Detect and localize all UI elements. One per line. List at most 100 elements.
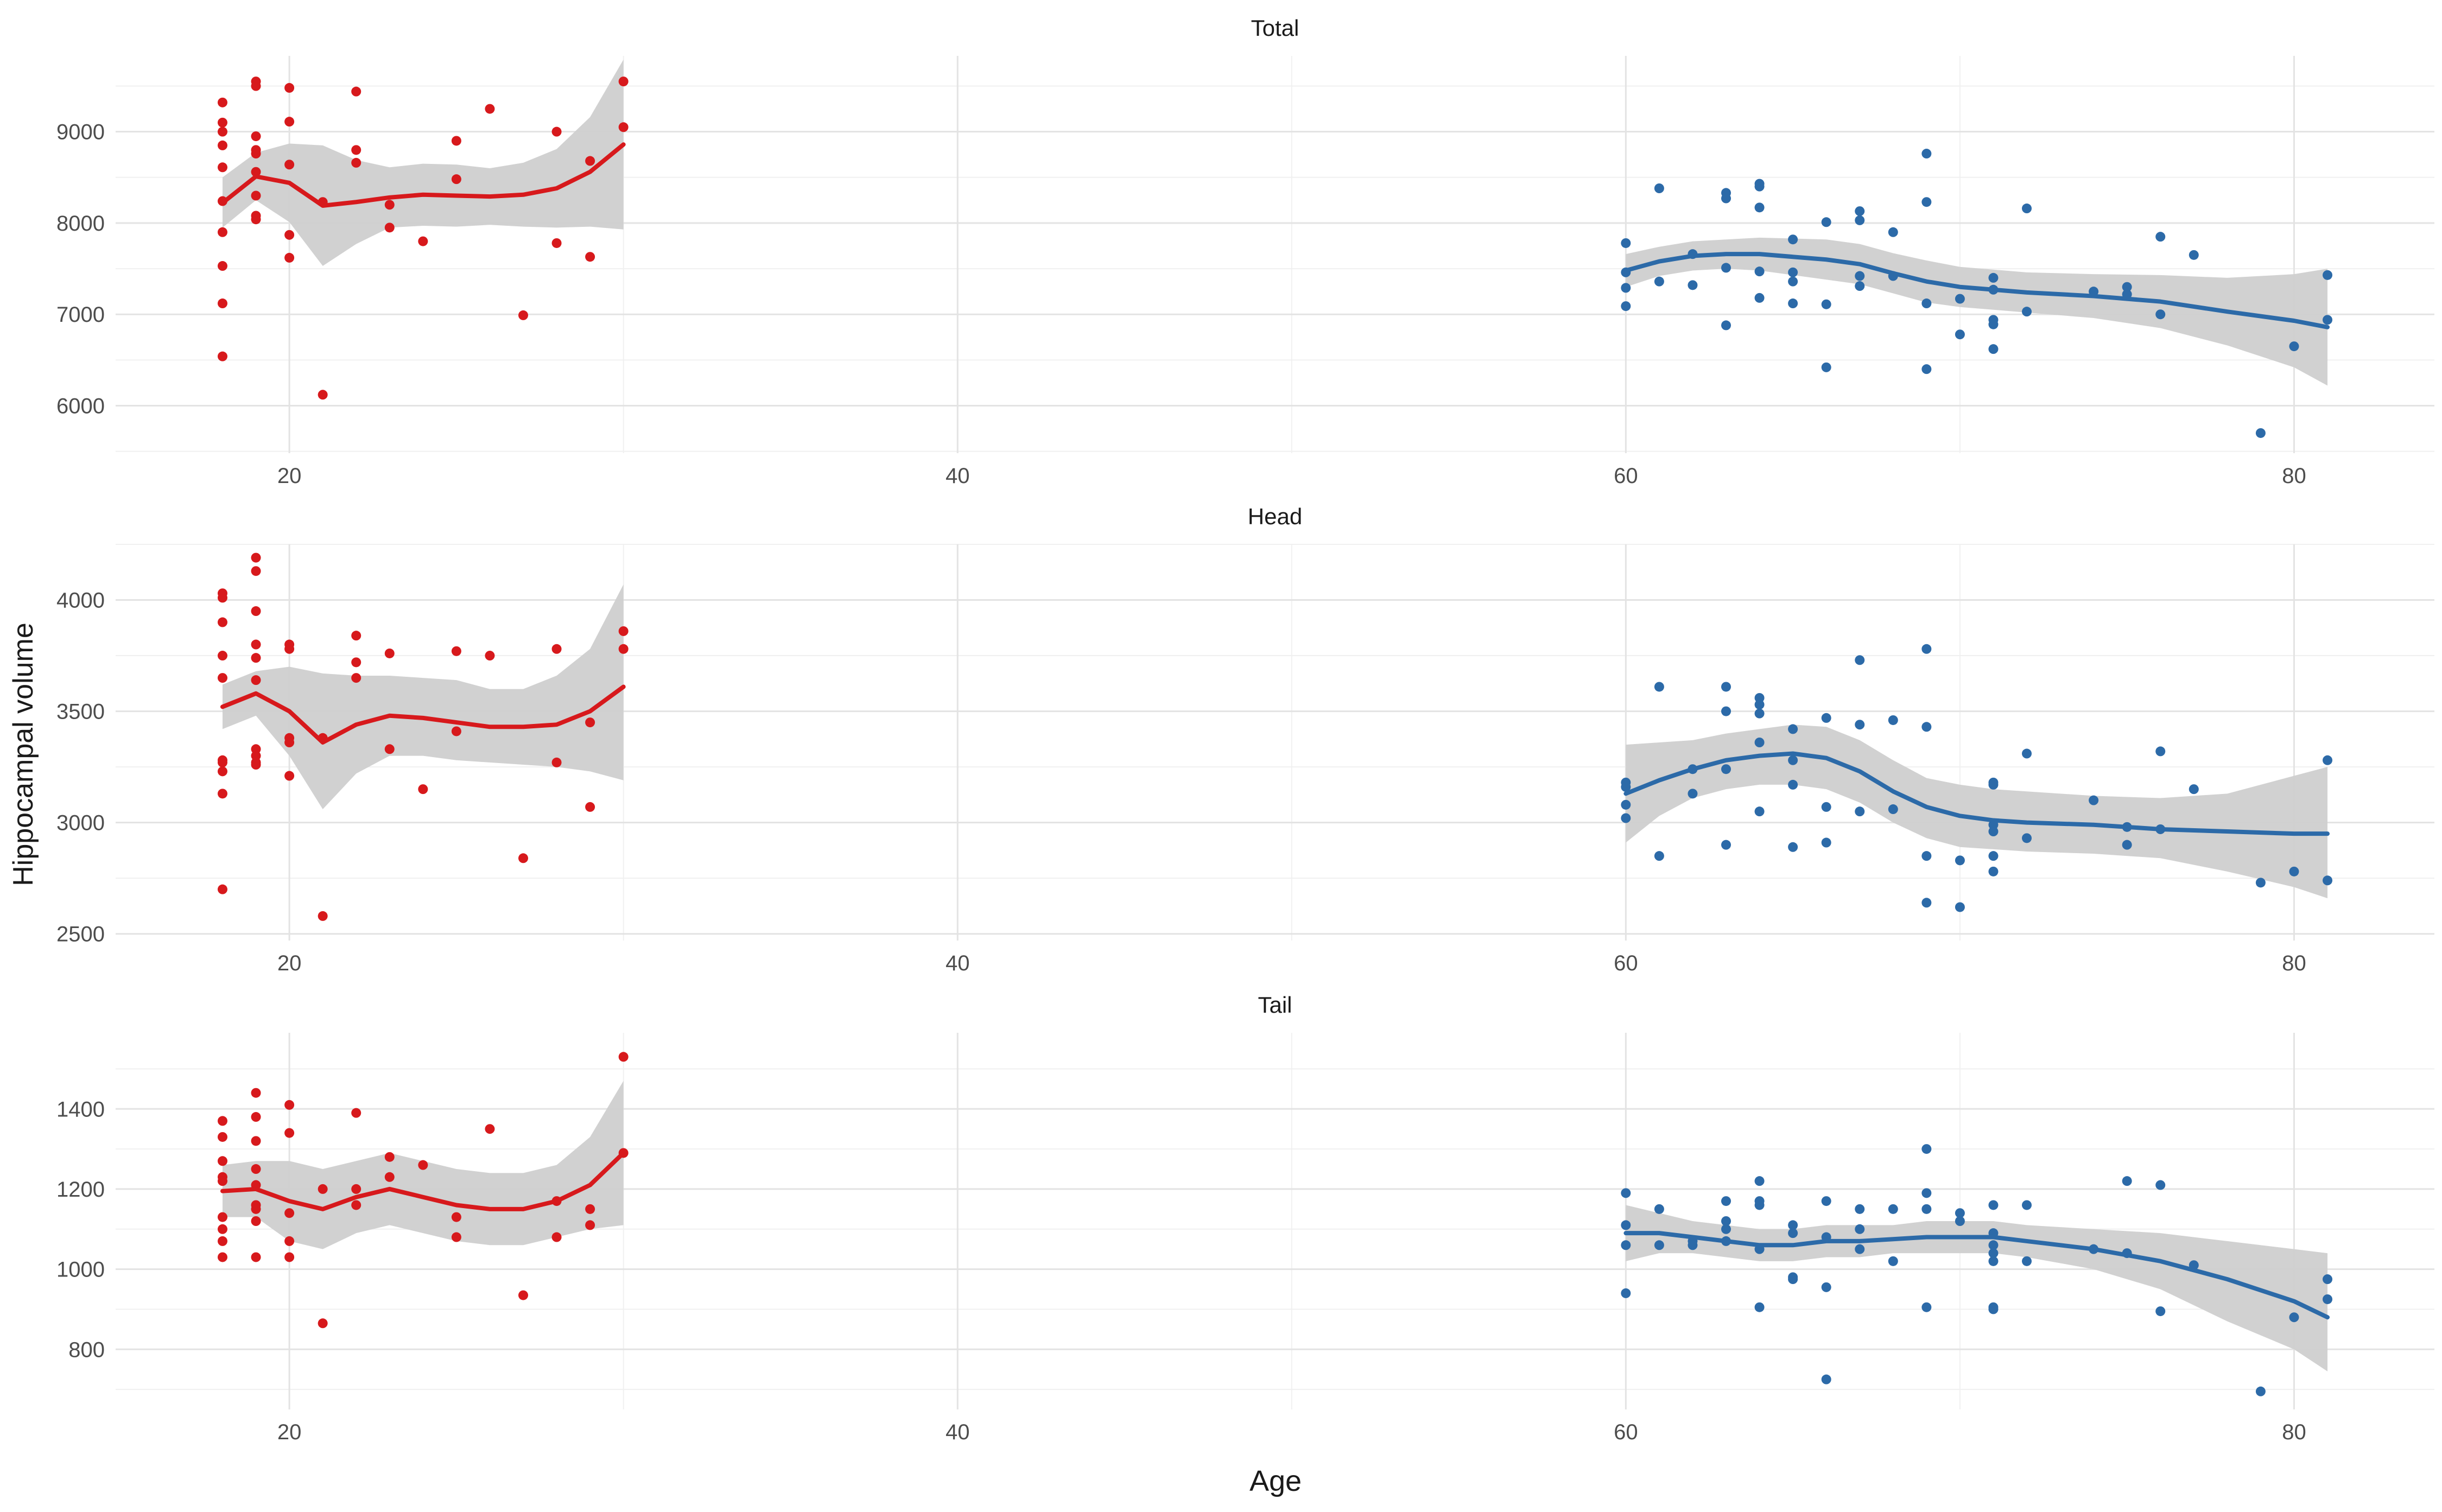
data-point [251,131,261,142]
data-point [2022,748,2032,759]
confidence-band [1626,1205,2328,1371]
data-point [418,784,428,795]
data-point [1654,1204,1664,1214]
x-tick-label: 60 [1614,1420,1638,1444]
data-point [1921,1204,1932,1214]
data-point [1921,644,1932,654]
data-point [1921,1188,1932,1198]
data-point [2155,1306,2166,1317]
confidence-band [1626,725,2328,899]
data-point [217,351,227,361]
data-point [384,223,395,233]
data-point [1721,1224,1731,1234]
y-tick-label: 1200 [56,1178,105,1202]
y-tick-label: 3500 [56,700,105,724]
data-point [1688,280,1698,290]
data-point [1921,197,1932,207]
data-point [251,1204,261,1214]
x-tick-label: 80 [2282,1420,2306,1444]
data-point [2022,1256,2032,1266]
data-point [1654,851,1664,861]
data-point [618,1052,629,1062]
data-point [1955,855,1965,866]
data-point [251,190,261,201]
data-point [251,653,261,663]
data-point [251,639,261,650]
data-point [284,1208,295,1218]
data-point [2323,270,2333,280]
data-point [1888,227,1898,237]
data-point [1654,1240,1664,1250]
data-point [1754,266,1765,277]
data-point [217,1176,227,1186]
data-point [251,1216,261,1226]
data-point [485,104,495,114]
data-point [1788,842,1798,852]
data-point [418,236,428,246]
x-tick-label: 80 [2282,951,2306,975]
data-point [351,1184,361,1194]
data-point [1654,183,1664,193]
data-point [1754,1176,1765,1186]
data-point [1621,782,1631,792]
data-point [1754,738,1765,747]
panel-title: Total [1251,15,1299,41]
data-point [251,149,261,159]
data-point [1721,320,1731,331]
panel-title: Head [1248,504,1302,529]
data-point [1788,779,1798,790]
data-point [217,126,227,137]
data-point [2022,307,2032,317]
data-point [2022,204,2032,214]
data-point [284,771,295,781]
data-point [1855,1224,1865,1234]
data-point [551,1232,562,1242]
data-point [351,145,361,155]
x-tick-label: 80 [2282,464,2306,488]
data-point [1788,1274,1798,1285]
data-point [284,644,295,654]
data-point [217,757,227,767]
x-tick-label: 40 [946,464,970,488]
data-point [618,122,629,132]
x-axis-title: Age [1249,1465,1302,1497]
data-point [217,651,227,661]
data-point [1821,217,1831,227]
data-point [1888,715,1898,725]
data-point [1821,1374,1831,1384]
data-point [1988,779,1999,790]
data-point [284,160,295,170]
data-point [251,606,261,617]
data-point [1921,298,1932,309]
data-point [551,238,562,248]
data-point [1955,329,1965,340]
x-tick-label: 40 [946,951,970,975]
data-point [2289,341,2299,352]
data-point [217,227,227,237]
data-point [1754,293,1765,303]
data-point [1788,298,1798,309]
data-point [618,626,629,636]
data-point [1754,1302,1765,1312]
data-point [351,673,361,683]
data-point [2155,232,2166,242]
smooth-fit-line [220,684,626,745]
y-tick-label: 8000 [56,212,105,236]
data-point [1988,1248,1999,1259]
data-point [1721,1216,1731,1226]
data-point [251,552,261,563]
data-point [1721,764,1731,774]
data-point [1654,276,1664,287]
data-point [217,117,227,128]
x-tick-label: 40 [946,1420,970,1444]
series-old [1621,1144,2333,1396]
data-point [1788,276,1798,287]
y-tick-label: 1400 [56,1097,105,1121]
y-tick-label: 800 [68,1338,105,1362]
data-point [217,140,227,150]
data-point [1955,902,1965,912]
x-tick-label: 20 [277,464,302,488]
data-point [318,390,328,400]
data-point [318,1318,328,1329]
data-point [2323,1294,2333,1304]
